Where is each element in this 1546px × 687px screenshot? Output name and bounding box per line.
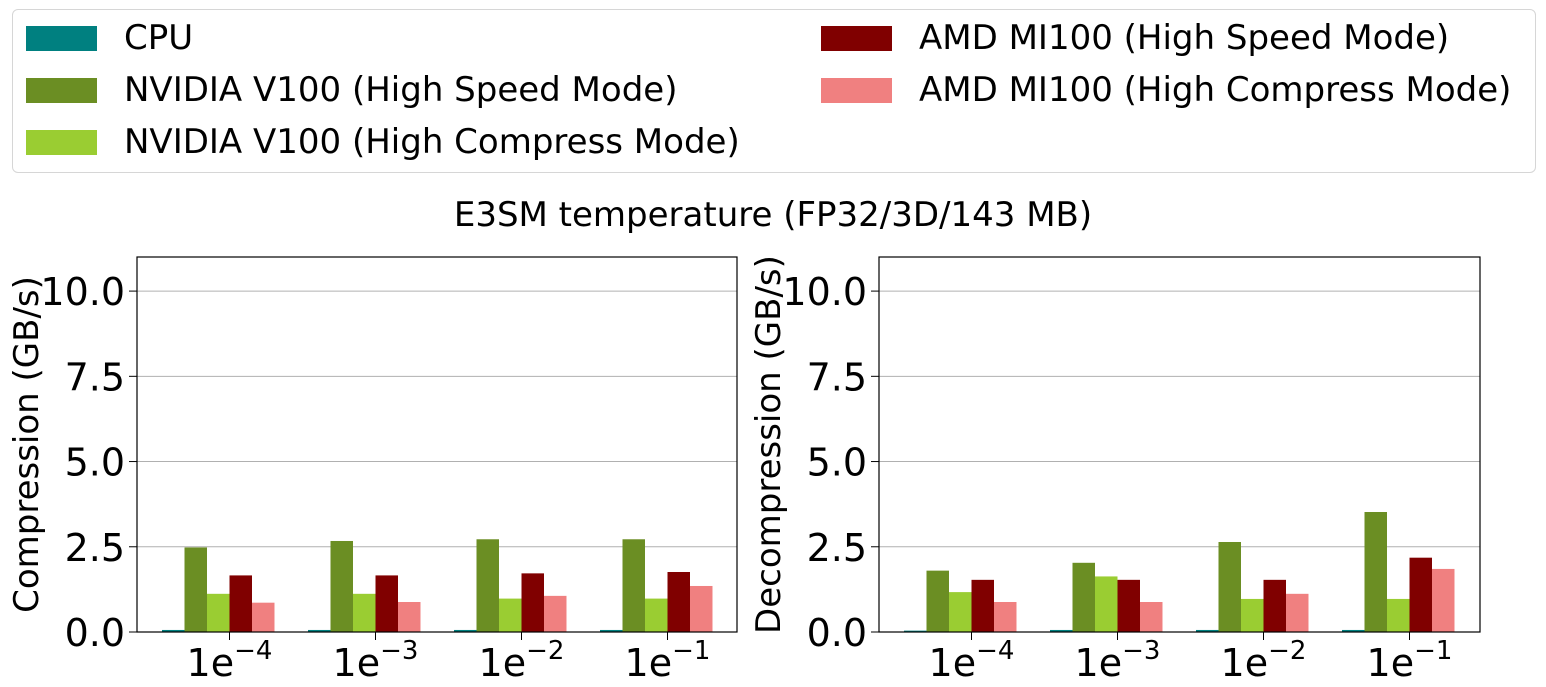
legend: CPU NVIDIA V100 (High Speed Mode) NVIDIA… — [12, 9, 1536, 173]
legend-swatch-v100-speed — [26, 77, 97, 103]
bar — [353, 593, 376, 632]
legend-label: AMD MI100 (High Speed Mode) — [919, 18, 1450, 58]
legend-label: AMD MI100 (High Compress Mode) — [919, 70, 1512, 110]
bar — [252, 602, 275, 632]
bar — [162, 629, 185, 632]
legend-item-mi100-speed: AMD MI100 (High Speed Mode) — [821, 18, 1449, 58]
legend-swatch-cpu — [26, 25, 97, 51]
bar — [308, 629, 331, 632]
legend-swatch-mi100-compress — [821, 77, 892, 103]
legend-item-v100-speed: NVIDIA V100 (High Speed Mode) — [26, 70, 677, 110]
x-tick-label: 1e−4 — [187, 636, 273, 685]
y-tick-label: 5.0 — [65, 441, 125, 485]
y-tick-label: 7.5 — [65, 355, 125, 399]
bar — [645, 598, 668, 632]
bar — [229, 575, 252, 632]
bar — [667, 572, 690, 632]
legend-item-cpu: CPU — [26, 18, 193, 58]
bar — [544, 595, 567, 632]
legend-item-mi100-compress: AMD MI100 (High Compress Mode) — [821, 70, 1511, 110]
plot-frame — [136, 256, 738, 633]
bar — [476, 539, 499, 632]
legend-label: CPU — [124, 18, 194, 58]
legend-item-v100-compress: NVIDIA V100 (High Compress Mode) — [26, 122, 740, 162]
bar — [330, 540, 353, 632]
y-tick-label: 10.0 — [40, 270, 125, 314]
bar — [521, 573, 544, 632]
y-axis-label: Compression (GB/s) — [7, 276, 47, 613]
figure-title: E3SM temperature (FP32/3D/143 MB) — [453, 195, 1093, 235]
bar — [207, 593, 230, 632]
bar — [622, 539, 645, 632]
bar — [499, 598, 522, 632]
legend-swatch-v100-compress — [26, 129, 97, 155]
legend-swatch-mi100-speed — [821, 25, 892, 51]
x-tick-label: 1e−2 — [479, 636, 565, 685]
bar — [690, 585, 713, 632]
y-tick-label: 2.5 — [65, 526, 125, 570]
bar — [398, 602, 421, 632]
bar — [184, 547, 207, 632]
bar — [454, 629, 477, 632]
legend-label: NVIDIA V100 (High Speed Mode) — [124, 70, 678, 110]
x-tick-label: 1e−1 — [625, 636, 711, 685]
bar — [375, 575, 398, 632]
x-tick-label: 1e−3 — [333, 636, 419, 685]
legend-label: NVIDIA V100 (High Compress Mode) — [124, 122, 740, 162]
y-tick-label: 0.0 — [65, 611, 125, 655]
bar — [600, 629, 623, 632]
